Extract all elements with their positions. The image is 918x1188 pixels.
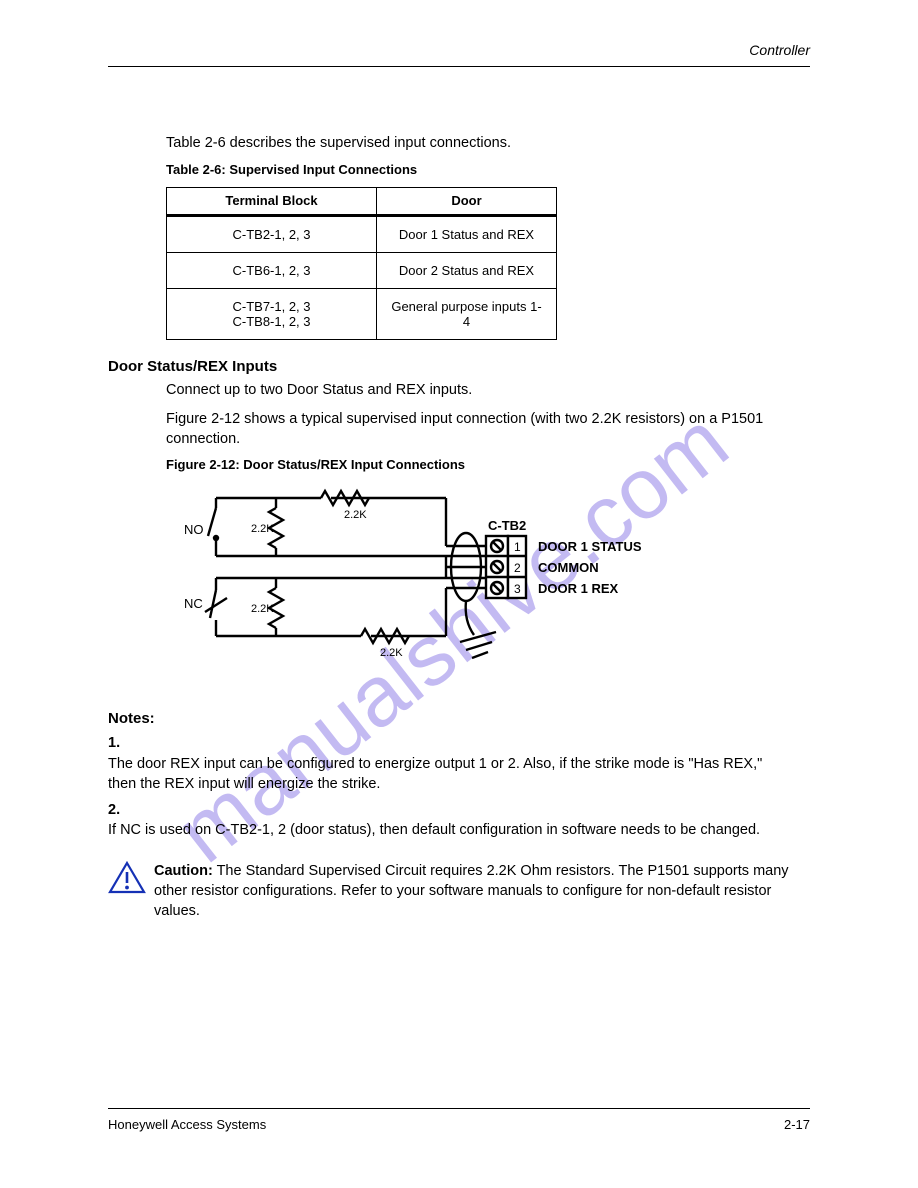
cell-door: General purpose inputs 1-4 [377,288,557,339]
figure-caption: Figure 2-12: Door Status/REX Input Conne… [166,457,810,472]
pin-2: 2 [514,561,521,575]
notes-heading: Notes: [108,710,810,727]
label-r-bot-par: 2.2K [251,603,274,615]
intro-paragraph: Table 2-6 describes the supervised input… [166,134,810,154]
footer-left: Honeywell Access Systems [108,1117,266,1132]
note-1: 1. The door REX input can be configured … [108,733,810,794]
section-paragraph-2: Figure 2-12 shows a typical supervised i… [166,410,810,449]
pin-1: 1 [514,540,521,554]
pin-label-3: DOOR 1 REX [538,581,619,596]
caution-block: Caution: The Standard Supervised Circuit… [108,861,810,922]
table-supervised-inputs: Terminal Block Door C-TB2-1, 2, 3 Door 1… [166,187,557,340]
cell-door: Door 2 Status and REX [377,252,557,288]
cell-door: Door 1 Status and REX [377,215,557,252]
label-tb: C-TB2 [488,518,526,533]
label-r-bot-ser: 2.2K [380,647,403,659]
table-row: C-TB2-1, 2, 3 Door 1 Status and REX [167,215,557,252]
pin-label-2: COMMON [538,560,599,575]
footer: Honeywell Access Systems 2-17 [108,1108,810,1132]
table-header-row: Terminal Block Door [167,187,557,215]
warning-icon [108,861,148,922]
note-2: 2. If NC is used on C-TB2-1, 2 (door sta… [108,800,810,841]
table-row: C-TB7-1, 2, 3 C-TB8-1, 2, 3 General purp… [167,288,557,339]
note-text: The door REX input can be configured to … [108,754,782,795]
caution-text: Caution: The Standard Supervised Circuit… [148,861,810,922]
pin-label-1: DOOR 1 STATUS [538,539,642,554]
cell-terminal: C-TB2-1, 2, 3 [167,215,377,252]
table-6-caption: Table 2-6: Supervised Input Connections [166,162,810,177]
header-rule [108,66,810,67]
circuit-diagram: NO NC 2.2K 2.2K 2.2K 2.2K C-TB2 1 2 3 DO… [166,478,686,688]
label-no: NO [184,522,204,537]
note-number: 1. [108,733,136,753]
table-header-door: Door [377,187,557,215]
pin-3: 3 [514,582,521,596]
section-paragraph-1: Connect up to two Door Status and REX in… [166,381,810,401]
label-r-top-ser: 2.2K [344,509,367,521]
header-section-label: Controller [108,42,810,66]
note-text: If NC is used on C-TB2-1, 2 (door status… [108,820,782,840]
note-number: 2. [108,800,136,820]
section-heading: Door Status/REX Inputs [108,358,810,375]
table-header-terminal: Terminal Block [167,187,377,215]
footer-right: 2-17 [784,1117,810,1132]
label-nc: NC [184,596,203,611]
cell-terminal: C-TB7-1, 2, 3 C-TB8-1, 2, 3 [167,288,377,339]
cell-terminal: C-TB6-1, 2, 3 [167,252,377,288]
label-r-top-par: 2.2K [251,523,274,535]
table-row: C-TB6-1, 2, 3 Door 2 Status and REX [167,252,557,288]
